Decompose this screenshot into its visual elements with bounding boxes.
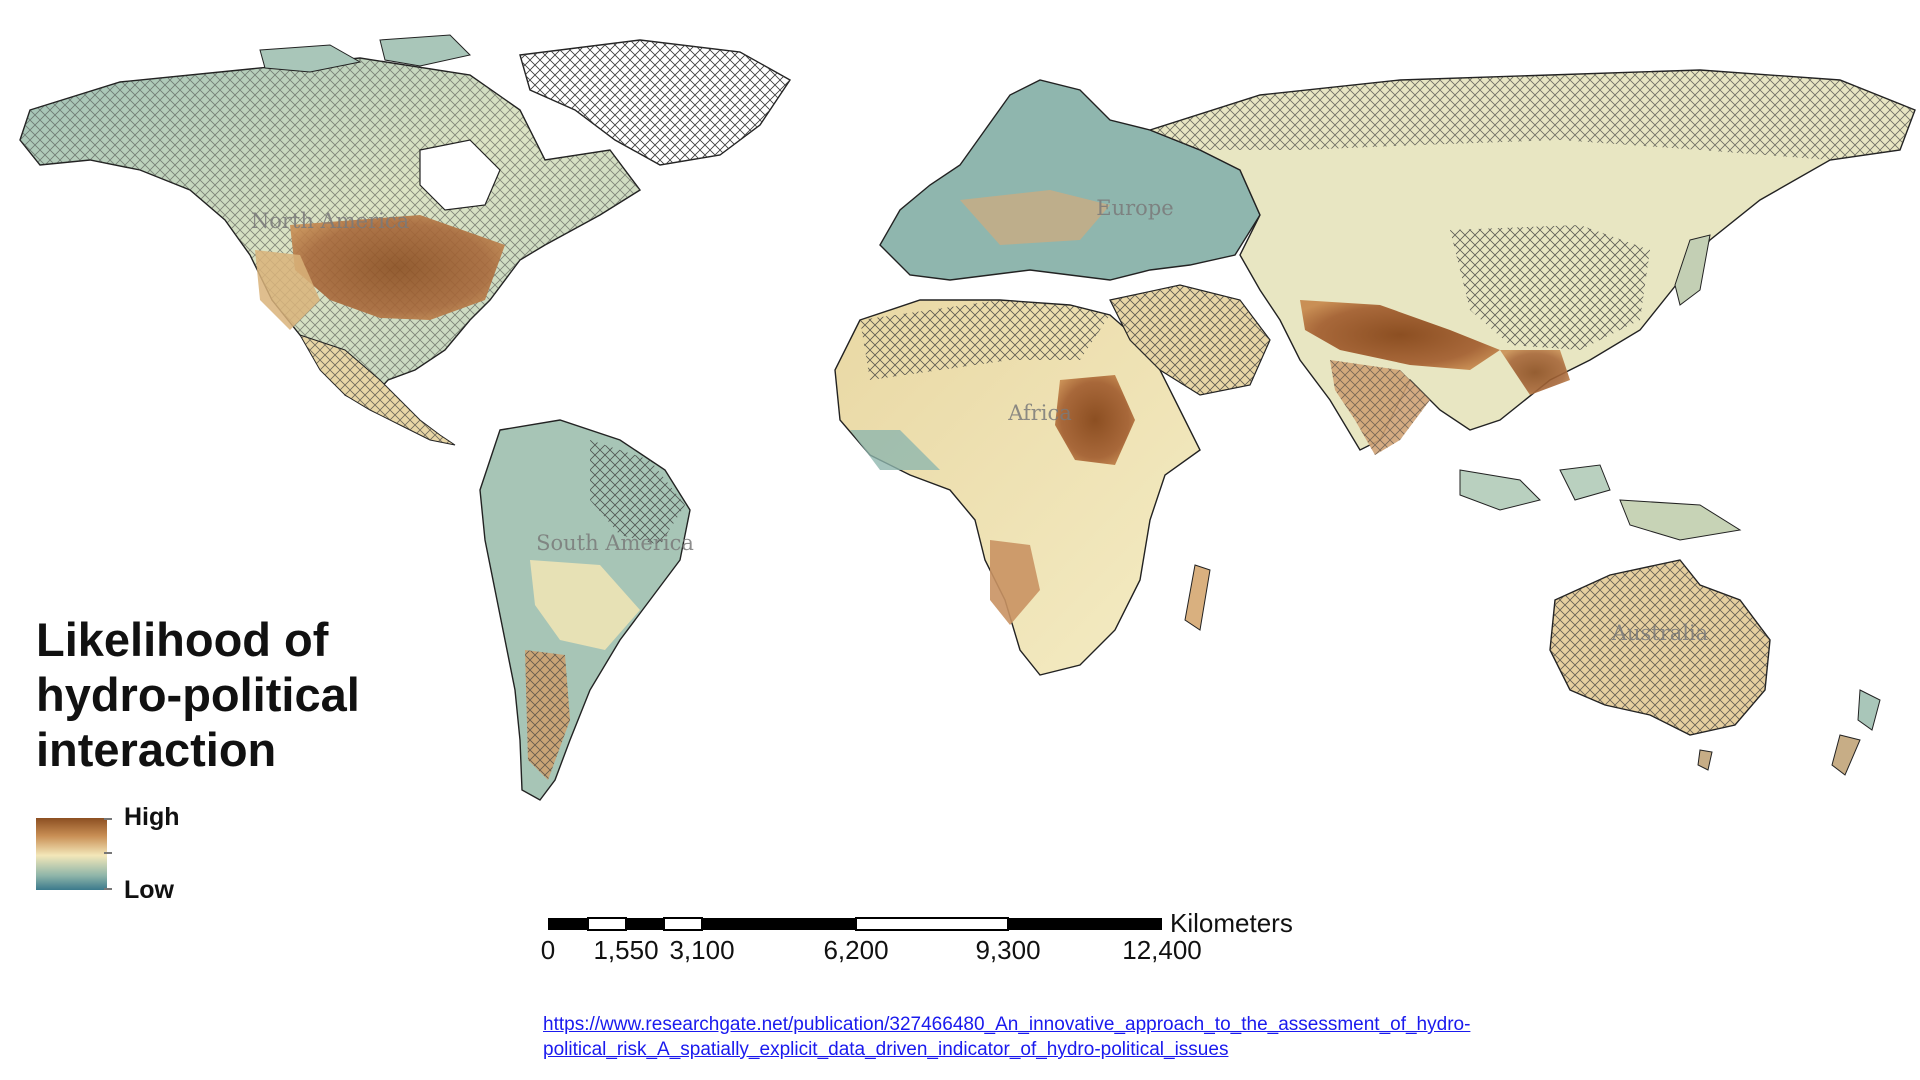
scale-segment	[587, 917, 627, 931]
legend-tick-low	[104, 888, 112, 890]
scale-tick-label: 3,100	[669, 935, 735, 965]
asia	[1147, 69, 1916, 455]
middle-east	[1109, 284, 1271, 396]
region-label-north-america: North America	[251, 209, 409, 233]
region-label-australia: Australia	[1611, 621, 1708, 645]
new-zealand	[1831, 689, 1881, 776]
scale-tick-label: 6,200	[823, 935, 889, 965]
scale-segment	[702, 918, 856, 930]
legend-low-label: Low	[124, 876, 174, 904]
greenland	[519, 39, 792, 166]
europe	[879, 79, 1261, 281]
region-label-africa: Africa	[1007, 401, 1072, 425]
source-link[interactable]: https://www.researchgate.net/publication…	[543, 1014, 1471, 1060]
scale-tick-label: 12,400	[1122, 935, 1202, 965]
north-america	[19, 34, 642, 446]
scale-segment	[626, 918, 664, 930]
scale-segment	[855, 917, 1009, 931]
legend-high-label: High	[124, 803, 180, 831]
scale-units-label: Kilometers	[1170, 908, 1293, 938]
africa	[834, 299, 1211, 676]
region-label-south-america: South America	[536, 531, 694, 555]
scale-tick-label: 0	[540, 935, 556, 965]
scale-bar	[548, 917, 1162, 931]
legend-title: Likelihood of hydro-political interactio…	[36, 613, 360, 776]
scale-segment	[1008, 918, 1162, 930]
legend-color-ramp	[36, 818, 107, 890]
region-label-europe: Europe	[1096, 196, 1173, 220]
legend-tick-high	[104, 818, 112, 820]
scale-segment	[663, 917, 703, 931]
scale-segment	[548, 918, 588, 930]
southeast-asia-islands	[1459, 464, 1742, 541]
scale-tick-label: 9,300	[975, 935, 1041, 965]
south-america	[479, 419, 691, 801]
legend-tick-mid	[104, 852, 112, 854]
scale-tick-label: 1,550	[593, 935, 659, 965]
australia	[1549, 559, 1771, 771]
